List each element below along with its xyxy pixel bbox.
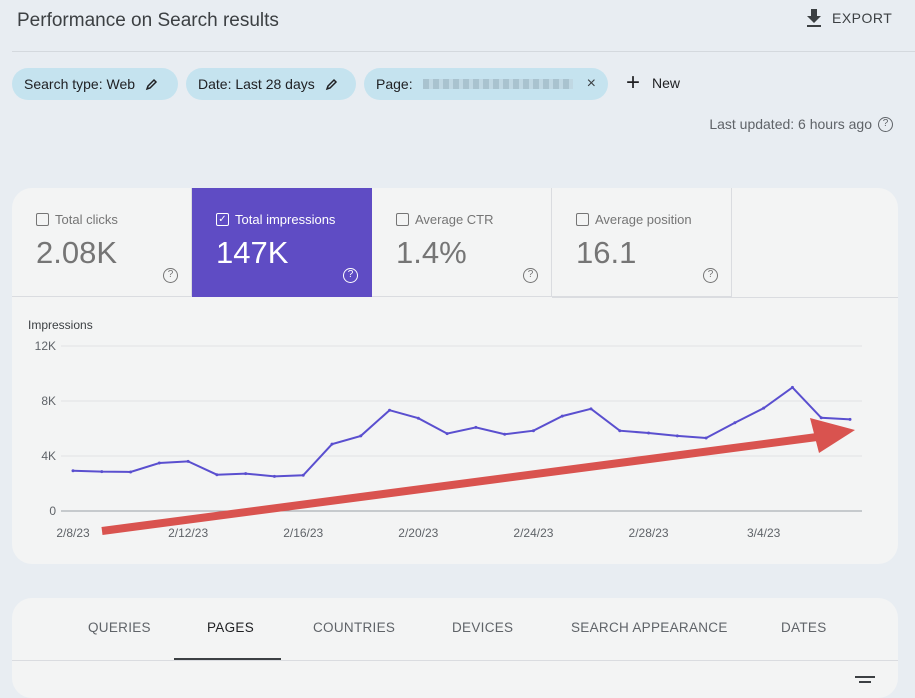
pencil-icon[interactable] [325,78,338,91]
metric-value: 147K [216,235,289,270]
last-updated-text: Last updated: 6 hours ago [709,116,872,132]
metric-divider [552,297,898,298]
redacted-url [422,79,573,89]
download-icon [807,9,821,27]
x-tick-label: 2/16/23 [283,526,323,540]
chip-label: Page: [376,76,413,92]
close-icon[interactable]: × [586,75,596,92]
data-point[interactable] [272,474,276,478]
selected-tab-indicator [174,658,281,660]
y-tick-label: 12K [35,339,56,353]
data-point[interactable] [186,459,190,463]
new-label: New [652,75,681,91]
impressions-chart: Impressions 0 4K 8K 12K 2/8/23 2/12/23 2/16/23… [28,318,862,540]
checkbox[interactable] [36,213,49,226]
metric-average-position[interactable]: Average position 16.1 ? [552,188,732,297]
tab-pages[interactable]: PAGES [207,620,255,635]
tab-devices[interactable]: DEVICES [452,620,514,635]
help-icon[interactable]: ? [163,268,178,283]
data-point[interactable] [244,472,248,476]
data-point[interactable] [503,432,507,436]
data-point[interactable] [848,417,852,421]
data-point[interactable] [531,429,535,433]
x-tick-label: 2/24/23 [513,526,553,540]
data-point[interactable] [71,469,75,473]
tab-countries[interactable]: COUNTRIES [313,620,396,635]
last-updated: Last updated: 6 hours ago ? [709,116,893,132]
y-axis-label: Impressions [28,318,93,332]
data-point[interactable] [733,421,737,425]
data-point[interactable] [100,470,104,474]
new-filter-button[interactable]: + New [626,69,681,96]
metric-value: 2.08K [36,235,118,270]
x-tick-label: 2/20/23 [398,526,438,540]
metric-value: 1.4% [396,235,467,270]
data-point[interactable] [157,461,161,465]
x-tick-label: 2/28/23 [629,526,669,540]
data-point[interactable] [560,414,564,418]
metric-label: Average CTR [415,212,494,227]
tab-divider [12,660,898,661]
divider [12,51,915,52]
page-title: Performance on Search results [17,10,279,31]
data-point[interactable] [445,432,449,436]
metric-label: Average position [595,212,692,227]
export-label: EXPORT [832,10,893,26]
filter-icon[interactable] [855,676,875,688]
data-point[interactable] [129,470,133,474]
metric-label: Total clicks [55,212,118,227]
tab-dates[interactable]: DATES [781,620,827,635]
impressions-line [72,386,851,478]
data-point[interactable] [675,434,679,438]
help-icon[interactable]: ? [878,116,893,132]
data-point[interactable] [618,429,622,433]
chip-label: Date: Last 28 days [198,76,315,92]
metric-total-impressions[interactable]: ✓ Total impressions 147K ? [192,188,372,297]
metric-total-clicks[interactable]: Total clicks 2.08K ? [12,188,192,297]
tab-queries[interactable]: QUERIES [88,620,151,635]
chip-label: Search type: Web [24,76,136,92]
data-point[interactable] [388,408,392,412]
data-point[interactable] [647,431,651,435]
data-point[interactable] [819,416,823,420]
data-point[interactable] [416,416,420,420]
data-point[interactable] [359,434,363,438]
data-point[interactable] [330,442,334,446]
help-icon[interactable]: ? [703,268,718,283]
y-tick-label: 8K [41,394,56,408]
metric-label: Total impressions [235,212,336,227]
y-tick-label: 0 [49,504,56,518]
export-button[interactable]: EXPORT [806,9,892,27]
checkbox[interactable] [396,213,409,226]
help-icon[interactable]: ? [343,268,358,283]
data-point[interactable] [762,406,766,410]
details-card: QUERIES PAGES COUNTRIES DEVICES SEARCH A… [12,598,898,698]
data-point[interactable] [215,473,219,477]
tab-search-appearance[interactable]: SEARCH APPEARANCE [571,620,728,635]
x-tick-label: 2/12/23 [168,526,208,540]
trend-arrow [101,418,855,535]
help-icon[interactable]: ? [523,268,538,283]
data-point[interactable] [589,407,593,411]
plus-icon: + [626,69,641,96]
data-point[interactable] [790,385,794,389]
checkbox[interactable] [576,213,589,226]
metric-average-ctr[interactable]: Average CTR 1.4% ? [372,188,552,297]
data-point[interactable] [474,425,478,429]
x-tick-label: 2/8/23 [56,526,90,540]
performance-card: Total clicks 2.08K ? ✓ Total impressions … [12,188,898,564]
x-tick-label: 3/4/23 [747,526,781,540]
pencil-icon[interactable] [145,78,158,91]
data-point[interactable] [301,473,305,477]
filter-chip-page[interactable]: Page: × [364,68,608,100]
filter-chip-date[interactable]: Date: Last 28 days [186,68,356,100]
data-point[interactable] [704,436,708,440]
metric-value: 16.1 [576,235,637,270]
filter-chip-search-type[interactable]: Search type: Web [12,68,178,100]
checkbox-checked[interactable]: ✓ [216,213,229,226]
y-tick-label: 4K [41,449,56,463]
